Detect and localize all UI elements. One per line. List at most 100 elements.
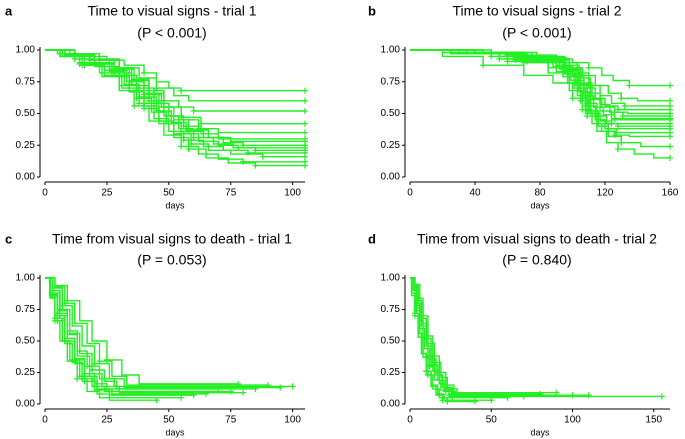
x-axis-label: days: [530, 427, 550, 437]
censor-mark: [277, 384, 284, 391]
censor-mark: [454, 392, 461, 399]
y-tick-label: 0.50: [16, 108, 36, 119]
censor-mark: [79, 62, 86, 69]
censor-mark: [302, 153, 308, 160]
x-tick-label: 120: [597, 188, 614, 199]
censor-mark: [667, 97, 673, 104]
chart-title: Time from visual signs to death - trial …: [52, 231, 292, 247]
survival-curve-d-8: [410, 277, 475, 403]
censor-mark: [240, 158, 247, 165]
censor-mark: [424, 372, 431, 379]
censor-mark: [444, 398, 451, 405]
censor-mark: [81, 378, 88, 385]
censor-mark: [96, 358, 103, 365]
censor-mark: [178, 143, 185, 150]
y-tick-label: 0.25: [381, 140, 401, 151]
censor-mark: [302, 120, 308, 127]
censor-mark: [579, 106, 586, 113]
panel-a: a Time to visual signs - trial 1 (P < 0.00…: [5, 3, 308, 210]
censor-mark: [235, 380, 242, 387]
censor-mark: [658, 393, 665, 400]
censor-mark: [302, 107, 308, 114]
censor-mark: [252, 385, 259, 392]
censor-mark: [667, 143, 673, 150]
x-tick-label: 160: [662, 188, 679, 199]
censor-mark: [91, 60, 98, 67]
survival-curve-c-5: [45, 277, 268, 386]
censor-mark: [131, 102, 138, 109]
x-tick-label: 150: [645, 415, 662, 426]
x-tick-label: 100: [284, 415, 301, 426]
x-axis-label: days: [165, 200, 185, 210]
censor-mark: [504, 58, 511, 65]
censor-mark: [537, 390, 543, 397]
y-tick-label: 0.25: [16, 367, 36, 378]
censor-mark: [302, 97, 308, 104]
censor-mark: [64, 297, 71, 304]
censor-mark: [480, 62, 487, 69]
panel-b: b Time to visual signs - trial 2 (P < 0.00…: [368, 3, 679, 211]
censor-mark: [472, 398, 478, 405]
censor-mark: [289, 383, 296, 390]
censor-mark: [264, 382, 271, 389]
censor-mark: [667, 82, 673, 89]
censor-mark: [618, 139, 625, 146]
x-tick-label: 0: [407, 415, 413, 426]
censor-mark: [54, 315, 61, 322]
censor-mark: [524, 58, 530, 65]
survival-curve-d-9: [410, 277, 589, 396]
censor-mark: [185, 146, 192, 153]
y-tick-label: 0.50: [381, 108, 401, 119]
y-tick-label: 1.00: [381, 273, 401, 284]
y-tick-label: 0.00: [381, 399, 401, 410]
y-tick-label: 1.00: [381, 45, 401, 56]
x-tick-label: 80: [534, 188, 546, 199]
panel-label: d: [368, 231, 376, 246]
censor-mark: [153, 397, 160, 404]
censor-mark: [178, 87, 185, 94]
censor-mark: [615, 146, 621, 153]
censor-mark: [259, 153, 266, 160]
y-tick-label: 0.25: [381, 367, 401, 378]
x-tick-label: 0: [42, 188, 48, 199]
x-tick-label: 40: [469, 188, 481, 199]
censor-mark: [618, 95, 625, 102]
panel-d: d Time from visual signs to death - trial…: [368, 231, 670, 437]
y-tick-label: 0.50: [16, 336, 36, 347]
chart-title: Time from visual signs to death - trial …: [417, 231, 657, 247]
censor-mark: [415, 300, 422, 307]
panel-label: a: [5, 3, 13, 18]
x-tick-label: 0: [407, 188, 413, 199]
censor-mark: [103, 356, 110, 363]
y-tick-label: 0.75: [381, 76, 401, 87]
chart-subtitle: (P < 0.001): [502, 25, 571, 41]
survival-curve-c-12: [45, 277, 157, 401]
chart-title: Time to visual signs - trial 1: [87, 3, 256, 19]
censor-mark: [141, 69, 148, 76]
x-axis-label: days: [165, 427, 185, 437]
x-tick-label: 50: [486, 415, 498, 426]
y-tick-label: 1.00: [16, 273, 36, 284]
x-axis-label: days: [530, 200, 550, 210]
x-tick-label: 0: [42, 415, 48, 426]
censor-mark: [611, 115, 618, 122]
panel-label: c: [5, 231, 12, 246]
censor-mark: [190, 392, 197, 399]
censor-mark: [302, 162, 308, 169]
x-tick-label: 25: [101, 415, 113, 426]
censor-mark: [520, 59, 527, 66]
survival-curve-c-10: [45, 277, 182, 399]
y-tick-label: 0.75: [16, 76, 36, 87]
survival-curve-c-9: [45, 277, 239, 385]
x-tick-label: 75: [225, 188, 237, 199]
survival-curve-c-7: [45, 277, 219, 390]
censor-mark: [302, 87, 308, 94]
chart-subtitle: (P = 0.840): [502, 252, 571, 268]
panel-c: c Time from visual signs to death - trial…: [5, 231, 305, 437]
x-tick-label: 100: [564, 415, 581, 426]
censor-mark: [569, 95, 576, 102]
y-tick-label: 0.75: [16, 304, 36, 315]
y-tick-label: 0.50: [381, 336, 401, 347]
censor-mark: [178, 394, 185, 401]
